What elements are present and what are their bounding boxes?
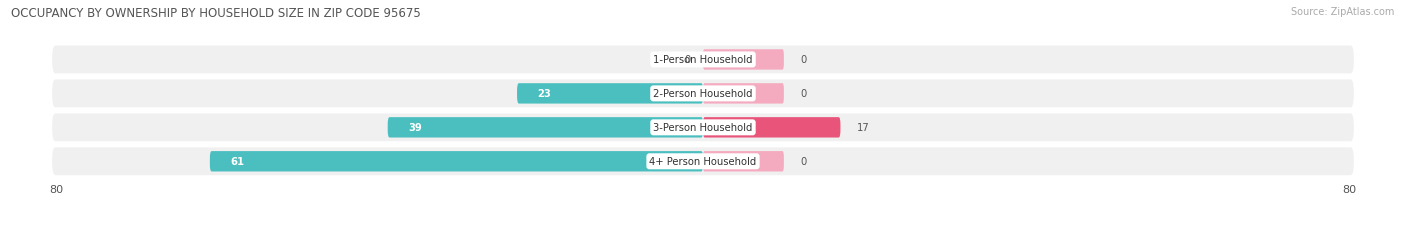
FancyBboxPatch shape bbox=[209, 152, 703, 172]
Text: 1-Person Household: 1-Person Household bbox=[654, 55, 752, 65]
FancyBboxPatch shape bbox=[52, 46, 1354, 74]
Text: 4+ Person Household: 4+ Person Household bbox=[650, 157, 756, 167]
FancyBboxPatch shape bbox=[703, 84, 785, 104]
FancyBboxPatch shape bbox=[52, 114, 1354, 142]
Text: 61: 61 bbox=[231, 157, 245, 167]
Text: OCCUPANCY BY OWNERSHIP BY HOUSEHOLD SIZE IN ZIP CODE 95675: OCCUPANCY BY OWNERSHIP BY HOUSEHOLD SIZE… bbox=[11, 7, 420, 20]
FancyBboxPatch shape bbox=[703, 118, 841, 138]
FancyBboxPatch shape bbox=[52, 148, 1354, 176]
Text: 0: 0 bbox=[800, 89, 806, 99]
FancyBboxPatch shape bbox=[388, 118, 703, 138]
Text: 0: 0 bbox=[800, 157, 806, 167]
FancyBboxPatch shape bbox=[517, 84, 703, 104]
Text: 39: 39 bbox=[408, 123, 422, 133]
FancyBboxPatch shape bbox=[52, 80, 1354, 108]
Text: 0: 0 bbox=[685, 55, 690, 65]
Text: 23: 23 bbox=[537, 89, 551, 99]
Text: Source: ZipAtlas.com: Source: ZipAtlas.com bbox=[1291, 7, 1395, 17]
Text: 0: 0 bbox=[800, 55, 806, 65]
Text: 17: 17 bbox=[856, 123, 869, 133]
FancyBboxPatch shape bbox=[703, 50, 785, 70]
Text: 2-Person Household: 2-Person Household bbox=[654, 89, 752, 99]
Text: 3-Person Household: 3-Person Household bbox=[654, 123, 752, 133]
FancyBboxPatch shape bbox=[703, 152, 785, 172]
